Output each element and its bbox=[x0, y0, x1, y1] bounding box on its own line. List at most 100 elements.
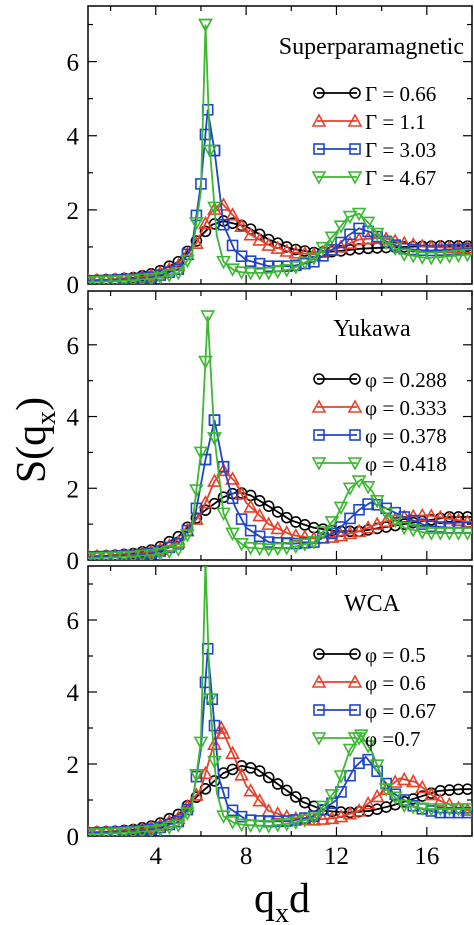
data-point bbox=[451, 803, 466, 817]
panel-title: WCA bbox=[344, 591, 401, 617]
legend-marker bbox=[347, 457, 363, 471]
data-point bbox=[442, 250, 457, 264]
series-2 bbox=[88, 197, 472, 284]
panels: 0 2 4 6 Superparamagnetic Γ = 0.66Γ = 1.1Γ = … bbox=[67, 5, 473, 870]
data-point bbox=[360, 481, 376, 495]
legend-marker bbox=[313, 704, 325, 716]
legend-marker bbox=[313, 648, 325, 660]
plot-area bbox=[88, 566, 472, 836]
data-point bbox=[333, 770, 349, 784]
data-point bbox=[116, 827, 132, 836]
x-axis-label-tail: d bbox=[289, 876, 310, 922]
legend-item: Γ = 4.67 bbox=[311, 166, 436, 190]
legend-item: φ = 0.418 bbox=[311, 452, 447, 476]
data-point bbox=[161, 545, 177, 560]
data-point bbox=[200, 310, 216, 324]
data-point bbox=[143, 549, 159, 560]
data-point bbox=[88, 272, 95, 284]
data-point bbox=[297, 814, 313, 828]
data-point bbox=[317, 803, 329, 816]
data-point bbox=[253, 495, 266, 507]
data-point bbox=[333, 220, 349, 234]
data-point bbox=[261, 237, 277, 251]
data-point bbox=[262, 500, 275, 513]
data-point bbox=[433, 251, 448, 265]
data-point bbox=[252, 267, 268, 281]
data-point bbox=[378, 507, 394, 522]
data-point bbox=[433, 793, 448, 807]
y-tick-label: 2 bbox=[67, 198, 80, 225]
data-point bbox=[433, 803, 448, 817]
y-tick-label: 4 bbox=[67, 405, 80, 432]
data-point bbox=[225, 816, 240, 830]
data-point bbox=[270, 240, 286, 254]
data-point bbox=[243, 267, 258, 281]
data-point bbox=[262, 771, 275, 784]
x-tick-label: 4 bbox=[150, 843, 163, 870]
data-point bbox=[217, 218, 230, 231]
plot-frame bbox=[87, 565, 473, 837]
data-point bbox=[452, 806, 465, 819]
data-point bbox=[198, 18, 213, 33]
y-tick-label: 6 bbox=[67, 50, 80, 77]
data-point bbox=[88, 548, 95, 560]
data-point bbox=[198, 215, 213, 230]
data-point bbox=[333, 527, 349, 542]
data-point bbox=[216, 507, 231, 522]
legend-marker bbox=[347, 674, 363, 688]
data-point bbox=[360, 740, 376, 754]
data-point bbox=[243, 499, 258, 513]
data-point bbox=[89, 828, 105, 836]
data-point bbox=[315, 526, 331, 540]
data-point bbox=[324, 810, 340, 825]
data-point bbox=[353, 757, 365, 770]
legend-item: Γ = 1.1 bbox=[311, 110, 426, 134]
data-point bbox=[270, 542, 286, 557]
data-point bbox=[324, 529, 340, 543]
data-point bbox=[189, 484, 204, 498]
data-point bbox=[134, 549, 150, 560]
data-point bbox=[98, 275, 114, 284]
data-point bbox=[243, 782, 258, 797]
plot-frame bbox=[87, 290, 473, 561]
x-tick-label: 16 bbox=[414, 843, 439, 870]
data-point bbox=[315, 241, 331, 256]
data-point bbox=[360, 795, 376, 810]
data-point bbox=[378, 783, 394, 797]
data-point bbox=[324, 789, 340, 803]
data-point bbox=[198, 494, 213, 509]
legend-item: φ = 0.67 bbox=[313, 699, 436, 723]
data-point bbox=[270, 265, 286, 280]
data-point bbox=[333, 808, 349, 823]
data-point bbox=[442, 803, 457, 817]
data-point bbox=[433, 527, 448, 541]
y-axis-label: S(qx) bbox=[9, 397, 62, 483]
data-point bbox=[344, 512, 356, 525]
legend-item: φ =0.7 bbox=[311, 727, 420, 751]
data-point bbox=[117, 547, 131, 560]
data-point bbox=[369, 788, 385, 803]
data-point bbox=[396, 521, 412, 536]
data-point bbox=[387, 774, 403, 788]
legend-marker bbox=[347, 399, 363, 413]
data-point bbox=[235, 513, 248, 525]
legend-marker bbox=[311, 171, 327, 185]
panel-title: Superparamagnetic bbox=[279, 34, 464, 60]
legend-marker bbox=[349, 87, 361, 99]
x-axis: 4 8 12 16 bbox=[109, 566, 473, 870]
y-tick-label: 2 bbox=[67, 476, 80, 503]
data-point bbox=[271, 506, 284, 518]
y-axis-label-main: S(q bbox=[9, 425, 55, 483]
y-tick-label: 4 bbox=[67, 124, 80, 151]
data-point bbox=[351, 523, 367, 538]
data-point bbox=[288, 245, 304, 259]
data-point bbox=[243, 227, 258, 241]
legend-label: Γ = 4.67 bbox=[365, 166, 436, 190]
data-point bbox=[90, 272, 104, 284]
y-tick-label: 0 bbox=[67, 548, 80, 575]
data-point bbox=[252, 232, 268, 246]
legend: Γ = 0.66 Γ = 1.1 Γ = 3.03 Γ = 4.67 bbox=[311, 82, 436, 190]
data-point bbox=[369, 495, 385, 509]
legend-item: φ = 0.378 bbox=[313, 424, 447, 448]
data-point bbox=[460, 240, 472, 254]
